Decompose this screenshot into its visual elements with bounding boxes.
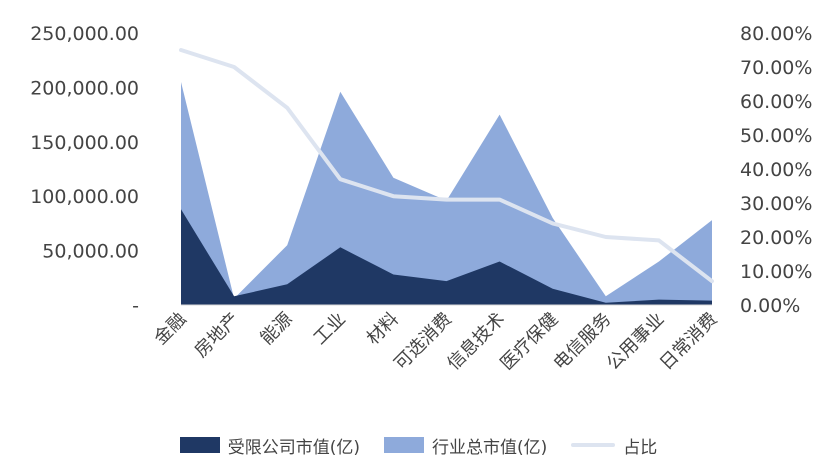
y-right-tick-label: 10.00% — [740, 261, 812, 283]
x-tick-label: 房地产 — [191, 309, 244, 362]
x-tick-label: 可选消费 — [390, 309, 456, 375]
legend-swatch-restricted — [179, 437, 220, 453]
legend-label-total: 行业总市值(亿) — [432, 437, 548, 458]
legend-label-restricted: 受限公司市值(亿) — [227, 437, 360, 458]
y-left-tick-label: 250,000.00 — [30, 23, 139, 45]
x-tick-label: 医疗保健 — [496, 309, 562, 375]
y-right-tick-label: 70.00% — [740, 57, 812, 79]
x-tick-label: 信息技术 — [443, 309, 509, 375]
y-right-tick-label: 60.00% — [740, 91, 812, 113]
legend: 受限公司市值(亿) 行业总市值(亿) 占比 — [0, 428, 837, 462]
chart-canvas: 250,000.00 200,000.00 150,000.00 100,000.00… — [30, 23, 812, 375]
series-line-ratio — [179, 48, 714, 284]
y-right-tick-label: 40.00% — [740, 159, 812, 181]
x-tick-label: 金融 — [150, 309, 190, 349]
legend-item-total: 行业总市值(亿) — [384, 433, 547, 458]
y-right-tick-label: 0.00% — [740, 295, 800, 317]
legend-swatch-total — [384, 437, 424, 453]
x-tick-label: 工业 — [310, 309, 350, 349]
y-left-tick-label: 200,000.00 — [30, 77, 139, 99]
y-right-tick-label: 20.00% — [740, 227, 812, 249]
legend-label-ratio: 占比 — [623, 437, 658, 458]
y-right-tick-label: 30.00% — [740, 193, 812, 215]
plot-area — [179, 48, 714, 306]
legend-swatch-ratio — [571, 443, 616, 447]
y-right-tick-label: 50.00% — [740, 125, 812, 147]
y-left-tick-label: 150,000.00 — [30, 132, 139, 154]
x-tick-label: 公用事业 — [603, 309, 669, 375]
x-tick-label: 材料 — [363, 309, 403, 349]
y-left-tick-label: 100,000.00 — [30, 186, 139, 208]
y-right-tick-label: 80.00% — [740, 23, 812, 45]
x-tick-label: 日常消费 — [656, 309, 722, 375]
legend-item-ratio: 占比 — [571, 433, 657, 458]
y-left-tick-label: - — [132, 295, 139, 317]
series-area-restricted — [181, 209, 712, 305]
y-left-tick-label: 50,000.00 — [42, 241, 139, 263]
series-area-total — [181, 82, 712, 305]
right-axis: 80.00% 70.00% 60.00% 50.00% 40.00% 30.00% 20.0… — [740, 23, 812, 317]
legend-item-restricted: 受限公司市值(亿) — [179, 433, 360, 458]
left-axis: 250,000.00 200,000.00 150,000.00 100,000.00… — [30, 23, 139, 317]
x-tick-label: 能源 — [256, 309, 296, 349]
x-tick-label: 电信服务 — [550, 309, 616, 375]
